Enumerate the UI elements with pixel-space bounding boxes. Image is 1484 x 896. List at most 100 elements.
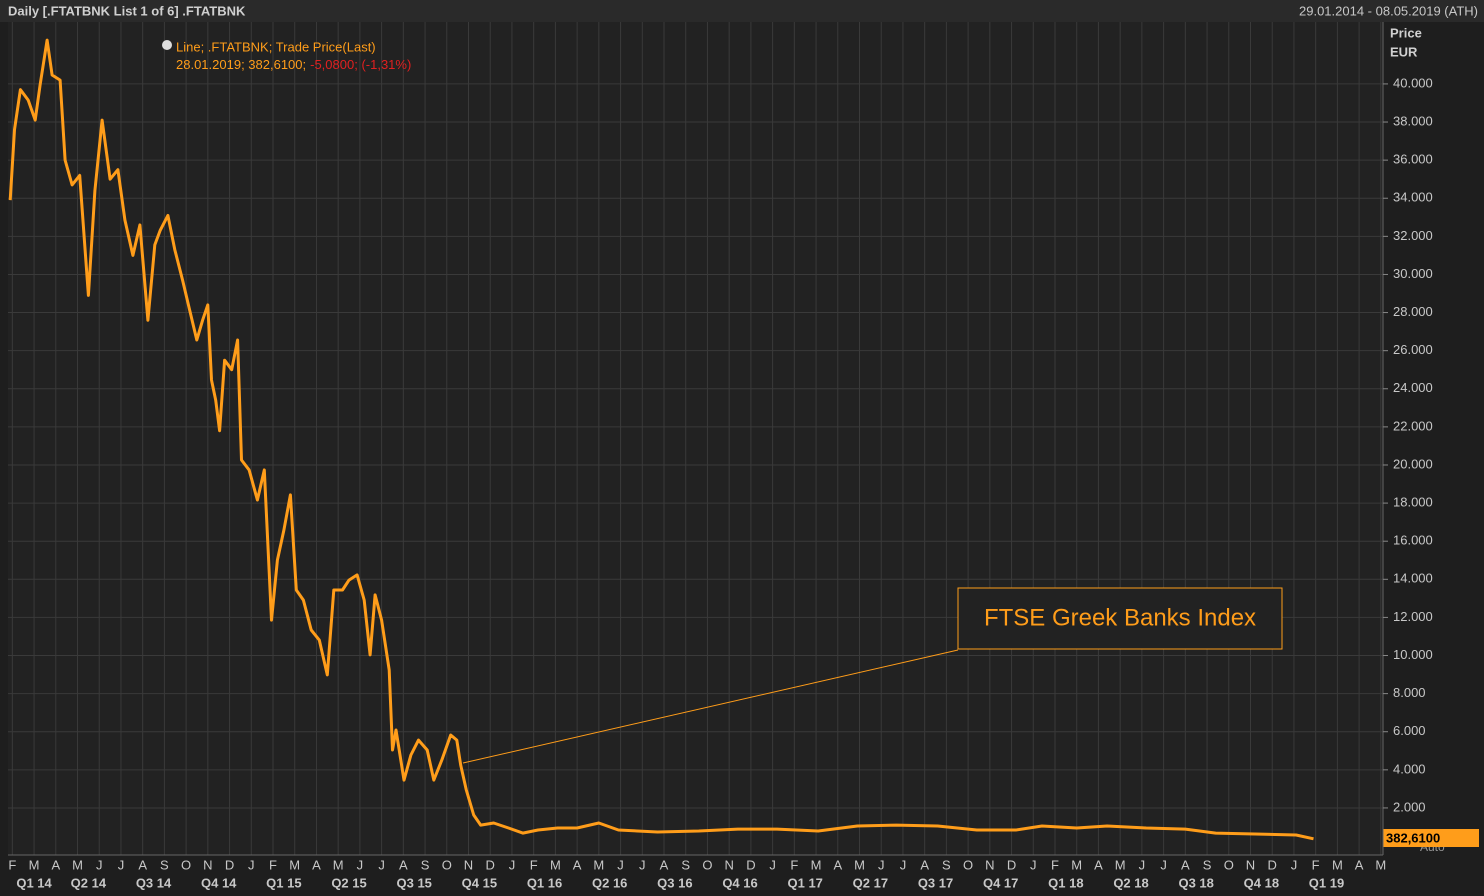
legend-line2: 28.01.2019; 382,6100; -5,0800; (-1,31%) xyxy=(176,57,411,72)
price-line xyxy=(8,38,1314,841)
x-tick-label: F xyxy=(8,857,16,872)
quarter-label: Q1 14 xyxy=(16,875,52,890)
x-tick-label: J xyxy=(878,857,885,872)
y-tick-label: 10.000 xyxy=(1393,647,1433,662)
last-price-flag xyxy=(1383,829,1479,847)
x-tick-label: N xyxy=(203,857,212,872)
legend-quote: 28.01.2019; 382,6100; xyxy=(176,57,306,72)
x-tick-label: N xyxy=(1246,857,1255,872)
y-tick-label: 14.000 xyxy=(1393,571,1433,586)
x-tick-label: S xyxy=(942,857,951,872)
x-tick-label: M xyxy=(1332,857,1343,872)
x-tick-label: A xyxy=(51,857,60,872)
y-tick-label: 28.000 xyxy=(1393,304,1433,319)
x-tick-label: A xyxy=(920,857,929,872)
x-tick-label: J xyxy=(1030,857,1037,872)
x-tick-label: J xyxy=(378,857,385,872)
x-tick-label: M xyxy=(811,857,822,872)
x-tick-label: O xyxy=(963,857,973,872)
quarter-label: Q2 15 xyxy=(331,875,366,890)
x-tick-label: S xyxy=(681,857,690,872)
x-tick-label: M xyxy=(854,857,865,872)
x-tick-label: A xyxy=(399,857,408,872)
grid xyxy=(8,22,1383,855)
x-tick-label: N xyxy=(985,857,994,872)
y-tick-label: 20.000 xyxy=(1393,456,1433,471)
quarter-label: Q4 14 xyxy=(201,875,237,890)
x-tick-label: J xyxy=(617,857,624,872)
header-bar xyxy=(0,0,1484,22)
x-tick-label: J xyxy=(357,857,364,872)
quarter-label: Q1 18 xyxy=(1048,875,1083,890)
y-tick-label: 2.000 xyxy=(1393,799,1426,814)
x-tick-label: J xyxy=(118,857,125,872)
x-tick-label: M xyxy=(289,857,300,872)
x-tick-label: J xyxy=(769,857,776,872)
y-tick-label: 30.000 xyxy=(1393,266,1433,281)
x-tick-label: M xyxy=(593,857,604,872)
quarter-label: Q3 14 xyxy=(136,875,172,890)
y-tick-label: 34.000 xyxy=(1393,190,1433,205)
y-axis-unit: EUR xyxy=(1390,44,1418,59)
quarter-label: Q4 15 xyxy=(462,875,497,890)
x-tick-label: A xyxy=(312,857,321,872)
quarter-label: Q3 16 xyxy=(657,875,692,890)
x-tick-label: J xyxy=(900,857,907,872)
y-axis-label: Price xyxy=(1390,25,1422,40)
quarter-label: Q2 18 xyxy=(1113,875,1148,890)
y-tick-label: 16.000 xyxy=(1393,533,1433,548)
quarter-label: Q2 16 xyxy=(592,875,627,890)
x-tick-label: O xyxy=(1224,857,1234,872)
y-tick-label: 24.000 xyxy=(1393,380,1433,395)
x-tick-label: J xyxy=(1139,857,1146,872)
x-tick-label: J xyxy=(1160,857,1167,872)
quarter-label: Q4 16 xyxy=(722,875,757,890)
quarter-label: Q1 17 xyxy=(787,875,822,890)
date-range: 29.01.2014 - 08.05.2019 (ATH) xyxy=(1299,3,1478,18)
x-tick-label: M xyxy=(550,857,561,872)
quarter-label: Q1 15 xyxy=(266,875,301,890)
chart-title: Daily [.FTATBNK List 1 of 6] .FTATBNK xyxy=(8,3,246,18)
x-tick-label: M xyxy=(333,857,344,872)
y-tick-label: 6.000 xyxy=(1393,723,1426,738)
y-tick-label: 40.000 xyxy=(1393,75,1433,90)
x-tick-label: F xyxy=(1312,857,1320,872)
annotation: FTSE Greek Banks Index xyxy=(984,604,1256,631)
y-tick-label: 8.000 xyxy=(1393,685,1426,700)
y-tick-label: 4.000 xyxy=(1393,761,1426,776)
quarter-label: Q1 19 xyxy=(1309,875,1344,890)
plot-area xyxy=(8,22,1383,855)
legend-icon xyxy=(162,40,172,50)
quarter-label: Q2 17 xyxy=(853,875,888,890)
x-tick-label: M xyxy=(1071,857,1082,872)
annotation-box xyxy=(957,587,1283,650)
x-tick-label: M xyxy=(29,857,40,872)
x-tick-label: A xyxy=(573,857,582,872)
x-tick-label: O xyxy=(181,857,191,872)
legend-line1: Line; .FTATBNK; Trade Price(Last) xyxy=(176,39,376,54)
quarter-label: Q1 16 xyxy=(527,875,562,890)
x-tick-label: A xyxy=(1355,857,1364,872)
x-tick-label: N xyxy=(724,857,733,872)
quarter-label: Q4 18 xyxy=(1244,875,1279,890)
quarter-label: Q2 14 xyxy=(71,875,107,890)
x-tick-label: J xyxy=(509,857,516,872)
quarter-label: Q3 15 xyxy=(396,875,431,890)
y-tick-label: 36.000 xyxy=(1393,152,1433,167)
x-tick-label: O xyxy=(442,857,452,872)
x-tick-label: S xyxy=(1203,857,1212,872)
x-tick-label: A xyxy=(138,857,147,872)
y-tick-label: 22.000 xyxy=(1393,418,1433,433)
x-tick-label: A xyxy=(833,857,842,872)
x-tick-label: S xyxy=(160,857,169,872)
x-tick-label: O xyxy=(702,857,712,872)
y-tick-label: 38.000 xyxy=(1393,113,1433,128)
x-tick-label: J xyxy=(248,857,255,872)
x-tick-label: N xyxy=(464,857,473,872)
y-tick-label: 32.000 xyxy=(1393,228,1433,243)
x-tick-label: F xyxy=(269,857,277,872)
y-tick-label: 26.000 xyxy=(1393,342,1433,357)
quarter-label: Q3 18 xyxy=(1178,875,1213,890)
x-tick-label: J xyxy=(1291,857,1298,872)
